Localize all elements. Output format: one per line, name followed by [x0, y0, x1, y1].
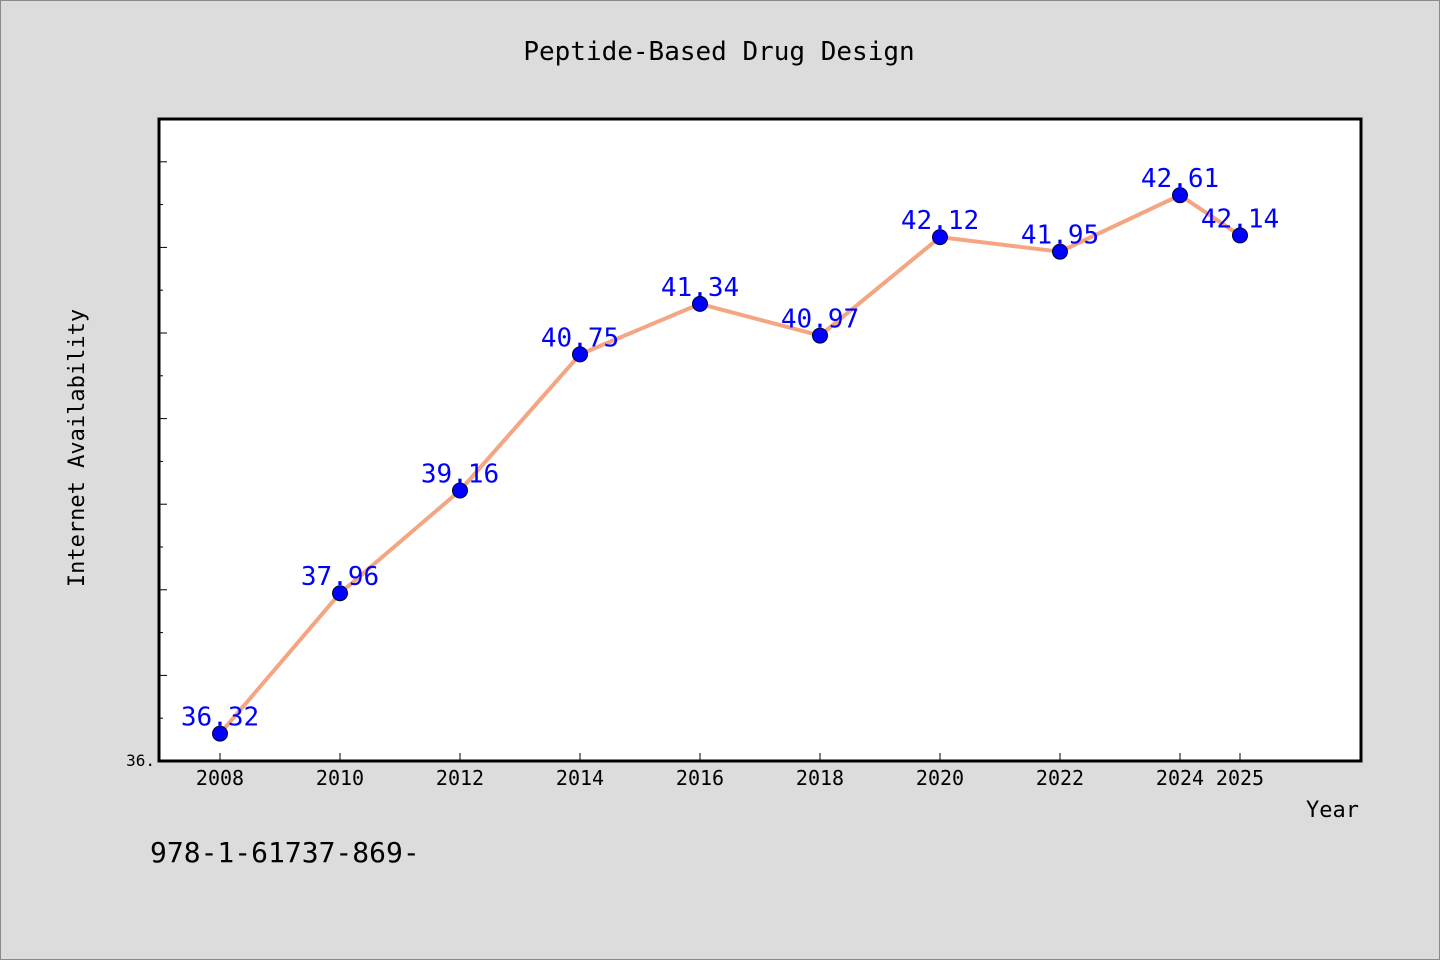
x-tick-label: 2025: [1216, 766, 1264, 790]
data-point: [692, 295, 708, 312]
data-point: [812, 327, 828, 344]
plot-area: [157, 117, 1363, 763]
data-label: 40.75: [541, 323, 619, 353]
data-point: [1052, 243, 1068, 260]
x-tick-label: 2022: [1036, 766, 1084, 790]
data-label: 41.34: [661, 273, 739, 303]
data-point: [452, 482, 468, 499]
x-tick-labels: 2008 2010 2012 2014 2016 2018 2020 2022 2024 2025: [196, 766, 1264, 790]
data-label: 41.95: [1021, 221, 1099, 251]
data-label: 42.61: [1141, 164, 1219, 194]
data-label: 42.14: [1201, 204, 1279, 234]
y-axis-label: Internet Availability: [65, 309, 90, 587]
x-axis-label: Year: [1306, 798, 1359, 823]
x-tick-label: 2008: [196, 766, 244, 790]
data-point: [1172, 187, 1188, 204]
data-label: 36.32: [181, 703, 259, 733]
x-tick-label: 2016: [676, 766, 724, 790]
data-point: [212, 725, 228, 742]
data-point: [932, 229, 948, 246]
data-label: 40.97: [781, 305, 859, 335]
x-tick-label: 2024: [1156, 766, 1204, 790]
x-tick-label: 2018: [796, 766, 844, 790]
data-label: 39.16: [421, 460, 499, 490]
series-line: [218, 193, 1242, 735]
data-point: [572, 346, 588, 363]
y-axis-ticks: [159, 118, 167, 762]
data-point: [332, 585, 348, 602]
data-label: 37.96: [301, 562, 379, 592]
x-tick-label: 2012: [436, 766, 484, 790]
x-axis-ticks: [219, 753, 1241, 761]
data-point: [1232, 227, 1248, 244]
data-label: 42.12: [901, 206, 979, 236]
x-tick-label: 2020: [916, 766, 964, 790]
x-tick-label: 2010: [316, 766, 364, 790]
footnote: 978-1-61737-869-: [150, 836, 420, 869]
x-tick-label: 2014: [556, 766, 604, 790]
series-layer: 36.32 37.96 39.16 40.75 41.34 40.97 42.12 41.95…: [181, 164, 1279, 742]
y-tick-label: 36.: [126, 751, 155, 770]
chart-title: Peptide-Based Drug Design: [523, 37, 914, 67]
